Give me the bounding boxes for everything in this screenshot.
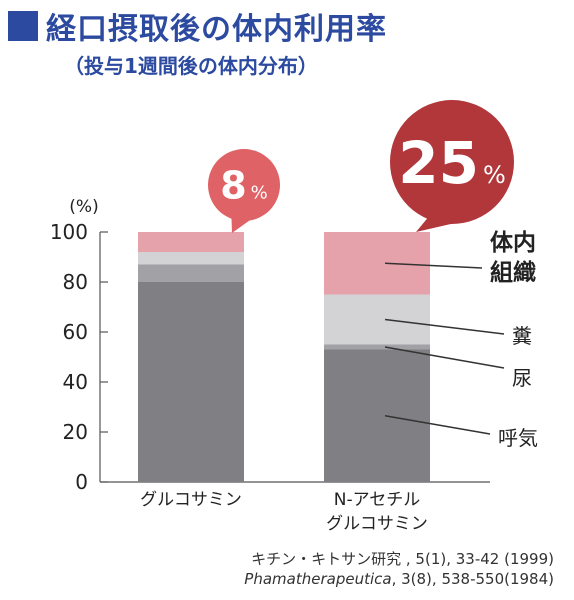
x-tick-label: グルコサミン <box>140 490 242 510</box>
y-tick-label: 60 <box>63 320 88 344</box>
legend-label-line: 体内 <box>490 230 536 256</box>
legend-label: 糞 <box>512 324 532 348</box>
x-tick-label: N-アセチルグルコサミン <box>326 490 428 534</box>
x-tick-label-line: グルコサミン <box>140 490 242 510</box>
x-tick-label-line: N-アセチル <box>334 490 421 510</box>
bar-segment <box>138 232 244 252</box>
leader-line <box>384 415 491 435</box>
citation-2: Phamatherapeutica, 3(8), 538-550(1984) <box>244 570 554 588</box>
y-tick-label: 100 <box>50 220 88 244</box>
y-tick-label: 80 <box>63 270 88 294</box>
citation-2-journal: Phamatherapeutica <box>244 570 392 588</box>
bar-segment <box>324 294 430 345</box>
callout-unit: % <box>483 161 506 189</box>
callout-unit: % <box>251 183 268 204</box>
legend-label: 尿 <box>512 366 532 390</box>
bar-segment <box>324 232 430 295</box>
callout-value: 25% <box>398 129 506 197</box>
bar-segment <box>138 252 244 265</box>
chart-title: 経口摂取後の体内利用率 <box>46 12 387 47</box>
legend-label: 呼気 <box>498 426 538 450</box>
callout-number: 8 <box>220 164 246 208</box>
callout-bubble <box>208 149 280 221</box>
y-tick-label: 20 <box>63 420 88 444</box>
y-tick-label: 40 <box>63 370 88 394</box>
bar-segment <box>324 344 430 350</box>
leader-line <box>384 262 483 269</box>
legend-label-line: 組織 <box>490 259 536 286</box>
bar-segment <box>138 282 244 482</box>
y-tick-label: 0 <box>75 470 88 494</box>
callout-value: 8% <box>220 164 268 208</box>
title-row: 経口摂取後の体内利用率 <box>8 6 387 47</box>
chart-subtitle: （投与1週間後の体内分布） <box>64 54 318 78</box>
x-tick-label-line: グルコサミン <box>326 514 428 534</box>
callout-bubble <box>390 100 514 224</box>
bar-segment <box>324 349 430 482</box>
citation-2-details: , 3(8), 538-550(1984) <box>391 570 554 588</box>
y-unit-label: (%) <box>69 197 98 217</box>
legend-label: 体内組織 <box>490 230 536 286</box>
callout-number: 25 <box>398 129 479 197</box>
title-square-icon <box>8 11 38 41</box>
bar-segment <box>138 264 244 282</box>
citation-1: キチン・キトサン研究 , 5(1), 33-42 (1999) <box>251 550 554 568</box>
leader-line <box>384 346 505 369</box>
leader-line <box>384 318 505 335</box>
